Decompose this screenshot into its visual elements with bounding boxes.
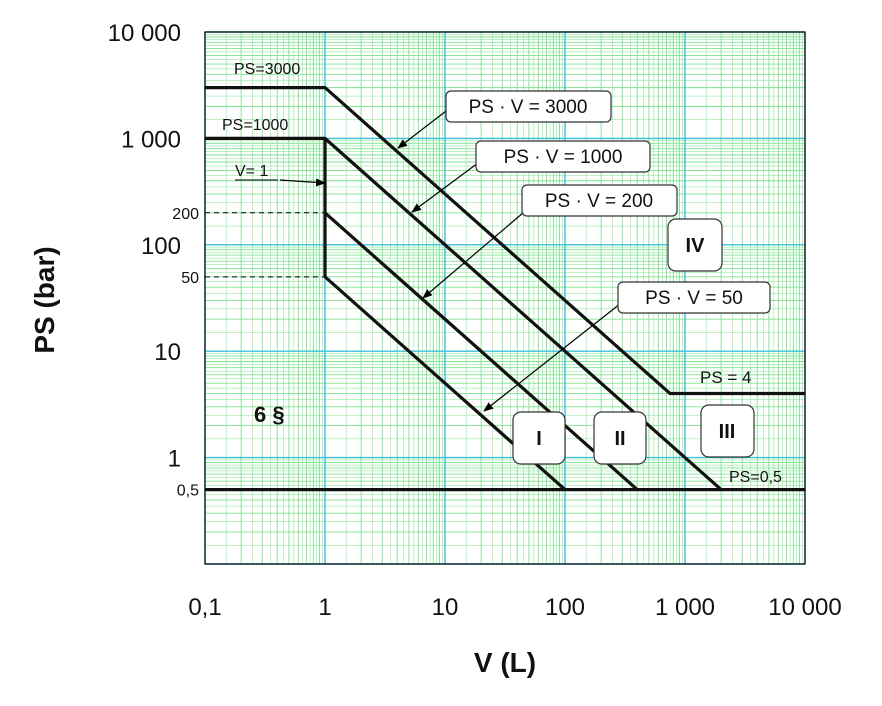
x-tick-label: 1 (318, 594, 331, 621)
svg-text:PS · V = 50: PS · V = 50 (645, 288, 743, 309)
x-tick-label: 10 000 (768, 594, 841, 621)
x-tick-label: 1 000 (655, 594, 715, 621)
annotation-arrows (279, 107, 626, 412)
category-I: I (512, 411, 566, 465)
svg-text:PS · V = 3000: PS · V = 3000 (469, 97, 588, 118)
series-line (205, 85, 805, 396)
annotation-arrow (411, 159, 483, 213)
category-IV: IV (667, 218, 723, 272)
annotation-arrow (483, 299, 626, 412)
plot-frame (204, 31, 806, 565)
box-psv-200: PS · V = 200 (521, 184, 678, 217)
x-tick-labels: 0,1 1 10 100 1 000 10 000 (188, 594, 841, 621)
label-ps4: PS = 4 (700, 368, 752, 387)
x-tick-label: 10 (432, 594, 459, 621)
svg-text:I: I (536, 428, 542, 450)
svg-text:II: II (614, 428, 625, 450)
box-psv-3000: PS · V = 3000 (445, 90, 612, 123)
y-tick-label: 200 (172, 206, 199, 223)
annotation-arrow (422, 206, 531, 299)
reference-lines (205, 212, 325, 278)
y-tick-label: 50 (181, 270, 199, 287)
y-tick-label: 0,5 (177, 483, 199, 500)
x-tick-label: 0,1 (188, 594, 221, 621)
category-II: II (593, 411, 647, 465)
category-III: III (700, 404, 755, 458)
label-ps1000: PS=1000 (222, 117, 288, 134)
x-axis-title: V (L) (474, 647, 536, 678)
y-tick-label: 1 (168, 446, 181, 473)
svg-text:IV: IV (686, 235, 706, 257)
box-psv-1000: PS · V = 1000 (475, 140, 651, 173)
annotation-arrow (397, 107, 451, 149)
label-six-paragraph: 6 § (254, 402, 285, 427)
box-psv-50: PS · V = 50 (617, 281, 771, 314)
svg-text:PS · V = 1000: PS · V = 1000 (504, 147, 623, 168)
x-tick-label: 100 (545, 594, 585, 621)
annotation-arrow (279, 178, 326, 187)
label-ps05: PS=0,5 (729, 469, 782, 486)
y-tick-label: 10 (154, 339, 181, 366)
y-tick-label: 1 000 (121, 126, 181, 153)
svg-text:PS · V = 200: PS · V = 200 (545, 191, 653, 212)
svg-text:III: III (719, 421, 736, 443)
series-line (323, 211, 639, 491)
y-axis-title: PS (bar) (29, 246, 60, 353)
label-v1: V= 1 (235, 163, 268, 180)
label-ps3000: PS=3000 (234, 61, 300, 78)
y-tick-label: 10 000 (108, 20, 181, 47)
y-tick-label: 100 (141, 233, 181, 260)
